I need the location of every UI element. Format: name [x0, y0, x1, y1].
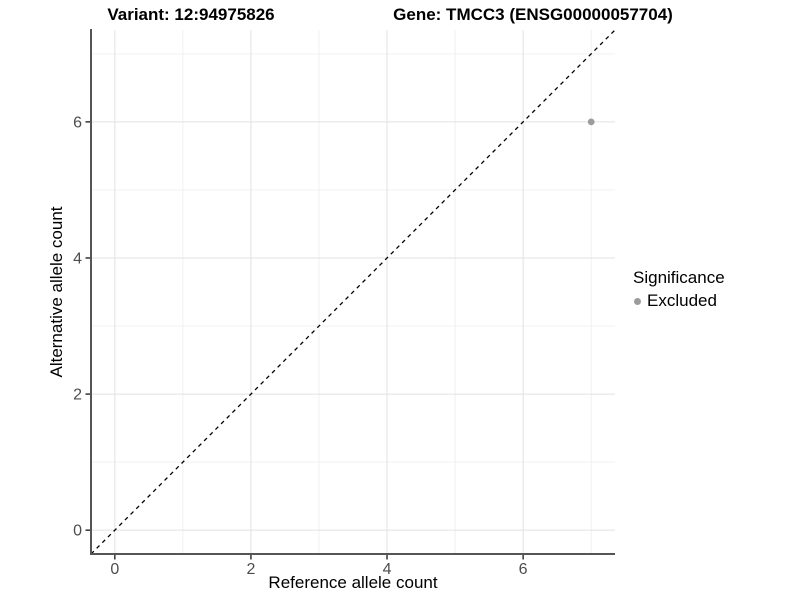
y-tick-label: 4 — [73, 250, 82, 267]
y-tick-label: 6 — [73, 114, 82, 131]
legend-entry-label: Excluded — [647, 291, 717, 310]
variant-title: Variant: 12:94975826 — [107, 5, 275, 24]
legend-entry-excluded: Excluded — [634, 291, 725, 311]
y-axis-title: Alternative allele count — [47, 206, 66, 378]
y-tick-label: 0 — [73, 523, 82, 540]
x-tick-label: 4 — [383, 561, 392, 578]
gene-title: Gene: TMCC3 (ENSG00000057704) — [393, 5, 673, 24]
y-tick-label: 2 — [73, 387, 82, 404]
x-tick-label: 2 — [246, 561, 255, 578]
identity-reference-line — [90, 29, 616, 555]
x-axis-title: Reference allele count — [268, 573, 438, 592]
legend-point-icon — [634, 297, 641, 305]
x-tick-label: 0 — [110, 561, 119, 578]
x-tick-label: 6 — [519, 561, 528, 578]
legend: Significance Excluded — [633, 268, 725, 311]
legend-title: Significance — [633, 268, 725, 287]
data-point — [587, 118, 595, 126]
